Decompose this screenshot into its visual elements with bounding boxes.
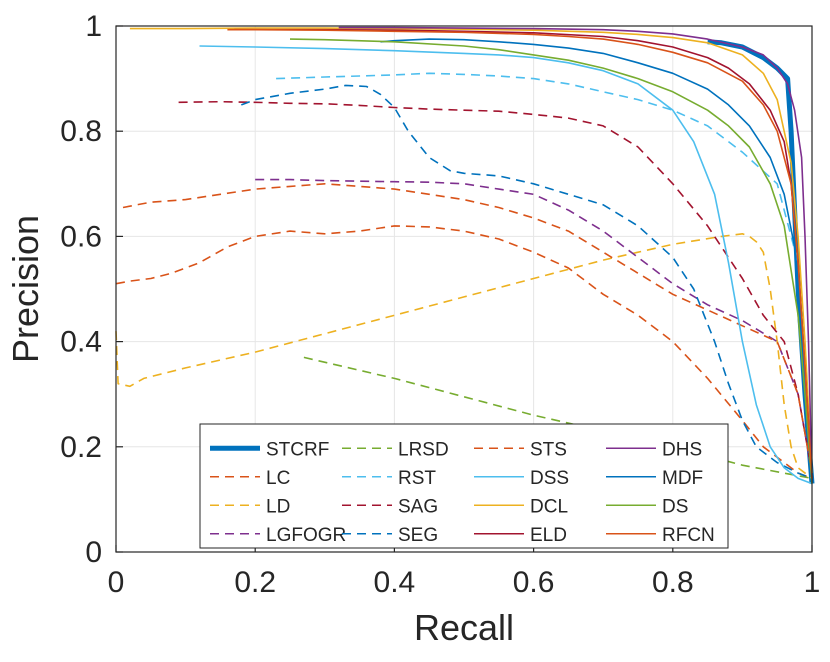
series-lines: [115, 26, 815, 485]
legend-box: [199, 423, 729, 549]
x-tick-label-3: 0.6: [513, 566, 555, 599]
legend-label-lc: LC: [266, 468, 290, 489]
series-line-rfcn: [227, 28, 813, 479]
axis-ticks: 0 0.2 0.4 0.6 0.8 1 0 0.2 0.4 0.6 0.8 1: [60, 10, 820, 599]
series-line-lrsd: [303, 356, 813, 480]
y-tick-label-3: 0.6: [60, 220, 102, 253]
y-tick-label-0: 0: [85, 536, 102, 569]
legend-label-dss: DSS: [530, 468, 569, 489]
x-tick-label-2: 0.4: [374, 566, 416, 599]
series-line-seg: [241, 84, 813, 480]
series-line-ds: [289, 38, 813, 484]
legend-label-mdf: MDF: [662, 468, 703, 489]
x-tick-label-5: 1: [804, 566, 821, 599]
legend-label-seg: SEG: [398, 525, 438, 546]
y-tick-label-4: 0.8: [60, 115, 102, 148]
series-line-dss: [199, 45, 813, 485]
legend-label-sts: STS: [530, 439, 567, 460]
legend-label-rfcn: RFCN: [662, 525, 715, 546]
series-line-lgfogr: [255, 178, 813, 474]
legend-label-rst: RST: [398, 468, 436, 489]
series-line-dcl: [129, 27, 813, 474]
legend-label-dhs: DHS: [662, 439, 702, 460]
plot-frame: [115, 25, 813, 553]
legend-label-lrsd: LRSD: [398, 439, 449, 460]
x-tick-label-1: 0.2: [234, 566, 276, 599]
legend-label-stcrf: STCRF: [266, 439, 329, 460]
series-line-sag: [178, 100, 813, 474]
x-axis-label: Recall: [414, 607, 514, 648]
y-axis-label: Precision: [5, 215, 46, 363]
legend-label-eld: ELD: [530, 525, 567, 546]
series-line-rst: [276, 72, 813, 474]
legend-label-dcl: DCL: [530, 496, 568, 517]
legend: STCRF LC LD LGFOGR LRSD RST SAG SEG STS DSS DCL ELD…: [199, 423, 729, 549]
series-line-mdf: [380, 38, 813, 484]
series-line-ld: [115, 233, 813, 480]
y-tick-label-2: 0.4: [60, 326, 102, 359]
legend-label-ld: LD: [266, 496, 290, 517]
y-tick-label-1: 0.2: [60, 431, 102, 464]
legend-label-sag: SAG: [398, 496, 438, 517]
legend-label-lgfogr: LGFOGR: [266, 525, 346, 546]
x-tick-label-4: 0.8: [652, 566, 694, 599]
y-tick-label-5: 1: [85, 10, 102, 43]
legend-label-ds: DS: [662, 496, 688, 517]
x-tick-label-0: 0: [108, 566, 125, 599]
series-line-dhs: [338, 26, 813, 484]
